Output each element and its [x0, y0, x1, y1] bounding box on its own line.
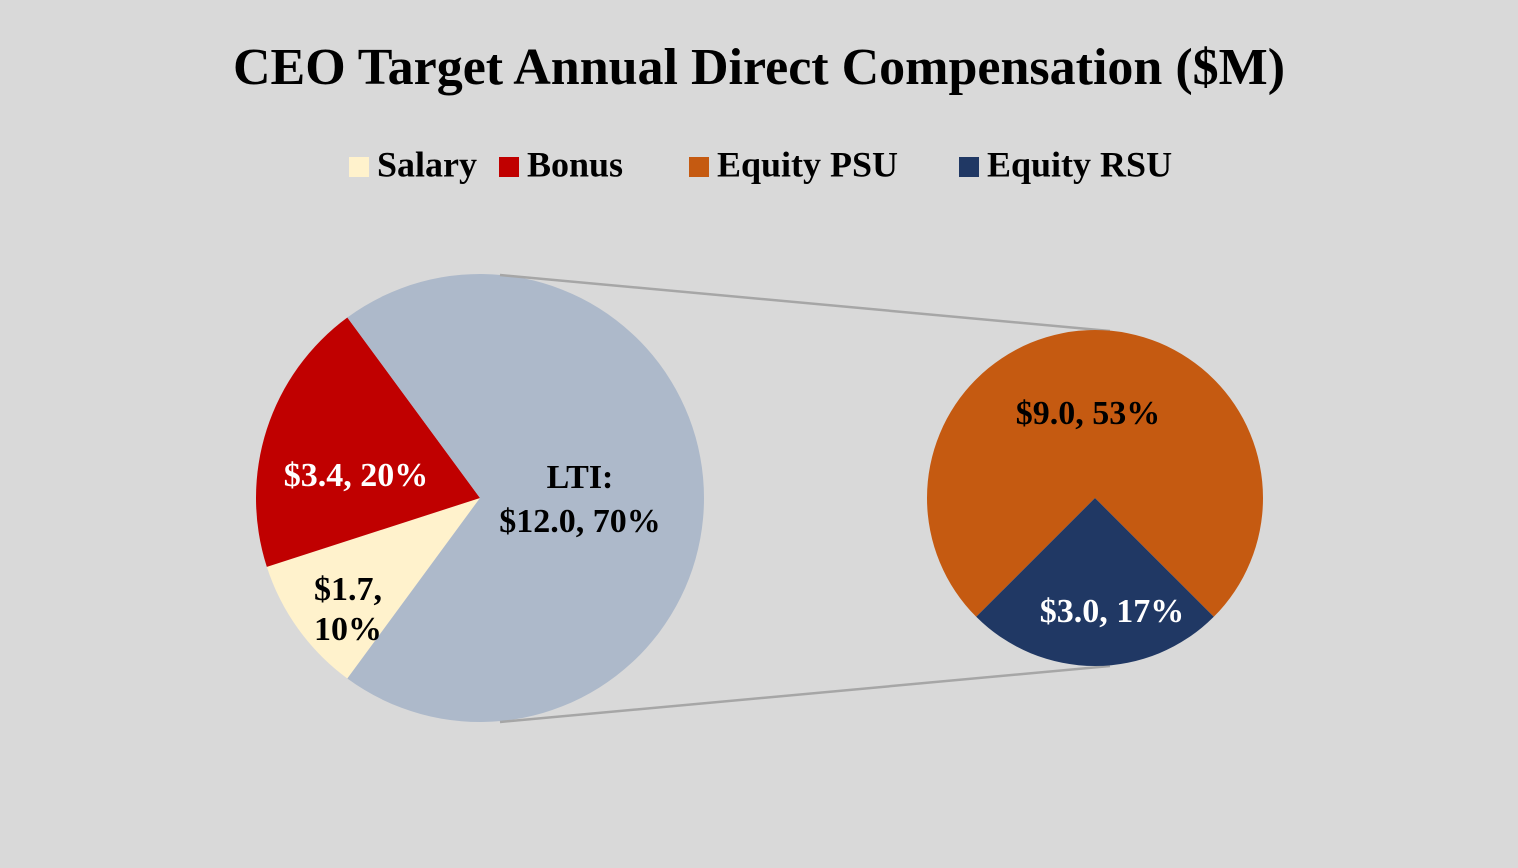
data-label: $3.0, 17%: [1039, 593, 1185, 630]
connector-line: [499, 273, 1111, 333]
data-label: LTI:: [546, 459, 614, 496]
data-label: $12.0, 70%: [499, 503, 661, 540]
legend-label: Equity RSU: [987, 144, 1172, 184]
pie-slice: [976, 498, 1214, 666]
legend-label: Equity PSU: [717, 144, 898, 184]
pie-slice: [266, 498, 480, 679]
chart-title: CEO Target Annual Direct Compensation ($…: [233, 39, 1285, 96]
data-label: $9.0, 53%: [1015, 395, 1161, 432]
legend-swatch: [499, 157, 519, 177]
legend-label: Salary: [377, 144, 477, 184]
data-label: $3.4, 20%: [283, 457, 429, 494]
legend-swatch: [689, 157, 709, 177]
pie-slice: [255, 317, 480, 567]
legend-swatch: [349, 157, 369, 177]
legend-swatch: [959, 157, 979, 177]
pie-slice: [347, 274, 704, 722]
pie-slice: [927, 330, 1263, 617]
connector-line: [499, 664, 1111, 724]
data-label: $1.7, 10%: [314, 571, 382, 648]
legend-label: Bonus: [527, 144, 623, 184]
